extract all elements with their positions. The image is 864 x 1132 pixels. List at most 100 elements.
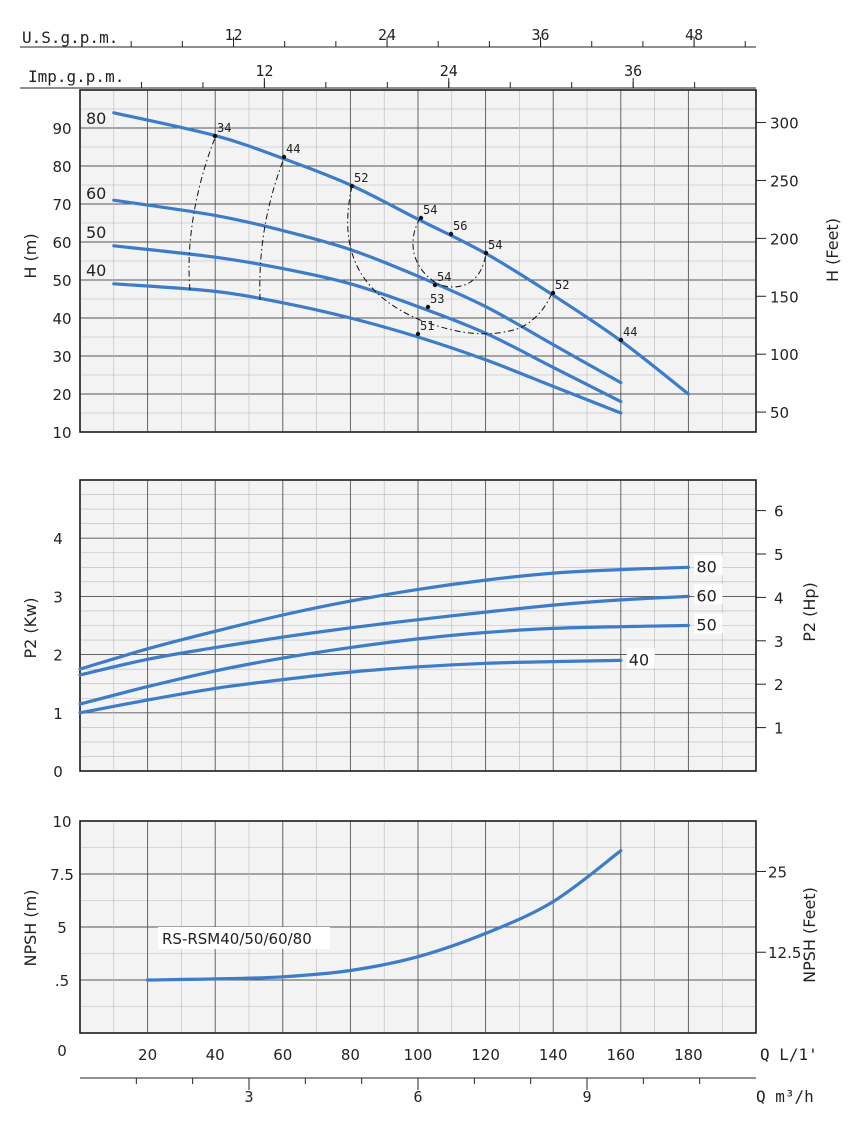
imp-gpm-tick-label: 12 bbox=[255, 62, 273, 80]
head-curve-40 bbox=[112, 282, 623, 415]
power-curve-label-bg bbox=[694, 555, 723, 576]
efficiency-label: 51 bbox=[420, 319, 434, 333]
power-right-tick-label: 6 bbox=[774, 503, 784, 521]
head-y-tick-label: 10 bbox=[52, 424, 71, 442]
power-curve-label-bg bbox=[694, 584, 723, 605]
efficiency-point bbox=[418, 215, 424, 221]
flow-m3h-tick-label: 3 bbox=[244, 1088, 253, 1106]
power-y-tick-label: 4 bbox=[53, 530, 63, 548]
npsh-series-label-bg bbox=[158, 927, 330, 949]
head-y-tick-label: 80 bbox=[52, 158, 71, 176]
power-right-tick-label: 4 bbox=[774, 589, 784, 607]
efficiency-label: 54 bbox=[488, 238, 502, 252]
efficiency-label: 54 bbox=[423, 203, 437, 217]
power-right-axis-label: P2 (Hp) bbox=[800, 582, 819, 642]
head-right-tick-label: 300 bbox=[770, 115, 799, 133]
head-curve-label-80: 80 bbox=[86, 109, 106, 128]
power-y-tick-label: 0 bbox=[53, 763, 63, 781]
bottom-flow-axes: 20 40 60 80 100 120 140 160 180 Q L/1' 3 6 9 Q m³/h bbox=[80, 1045, 818, 1106]
efficiency-line bbox=[347, 185, 553, 335]
npsh-curve bbox=[146, 849, 623, 982]
us-gpm-axis-label: U.S.g.p.m. bbox=[22, 28, 118, 47]
npsh-y-tick-label: 5 bbox=[57, 919, 67, 937]
efficiency-point bbox=[349, 183, 355, 189]
npsh-panel: 0 .5 5 7.5 10 NPSH (m) 12.5 25 NPSH (Feet) RS-RSM… bbox=[21, 813, 819, 1060]
imp-gpm-tick-label: 24 bbox=[440, 62, 458, 80]
head-y-tick-label: 90 bbox=[52, 120, 71, 138]
flow-lpm-axis-label: Q L/1' bbox=[760, 1045, 818, 1064]
npsh-y-tick-label: 0 bbox=[57, 1042, 67, 1060]
flow-m3h-tick-label: 6 bbox=[413, 1088, 422, 1106]
head-y-tick-label: 40 bbox=[52, 310, 71, 328]
us-gpm-tick-label: 48 bbox=[685, 26, 703, 44]
npsh-series-label: RS-RSM40/50/60/80 bbox=[162, 930, 312, 948]
top-flow-axes: U.S.g.p.m. 12 24 36 48 Imp.g.p.m. 12 24 36 bbox=[20, 26, 756, 89]
imp-gpm-axis-label: Imp.g.p.m. bbox=[28, 67, 124, 86]
head-panel: 10 20 30 40 50 60 70 80 90 H (m) 50 100 150 200 250 300… bbox=[21, 89, 842, 442]
efficiency-point bbox=[432, 282, 438, 288]
power-curve-label-40: 40 bbox=[629, 650, 649, 669]
efficiency-point bbox=[281, 154, 287, 160]
efficiency-label: 54 bbox=[437, 270, 451, 284]
head-right-tick-label: 150 bbox=[770, 288, 799, 306]
power-curve-label-bg bbox=[626, 648, 655, 669]
power-y-tick-label: 1 bbox=[53, 705, 63, 723]
efficiency-label: 34 bbox=[217, 121, 231, 135]
power-curve-label-60: 60 bbox=[696, 586, 716, 605]
flow-lpm-tick-label: 120 bbox=[471, 1046, 500, 1064]
head-y-tick-label: 30 bbox=[52, 348, 71, 366]
efficiency-point bbox=[483, 250, 489, 256]
power-curve-50 bbox=[78, 623, 690, 706]
head-curve-80 bbox=[112, 111, 690, 396]
efficiency-line bbox=[259, 157, 285, 301]
head-right-axis-label: H (Feet) bbox=[823, 218, 842, 282]
head-right-tick-label: 200 bbox=[770, 230, 799, 248]
power-y-axis-label: P2 (Kw) bbox=[21, 598, 40, 659]
flow-lpm-tick-label: 180 bbox=[674, 1046, 703, 1064]
npsh-right-tick-label: 12.5 bbox=[768, 944, 801, 962]
us-gpm-tick-label: 24 bbox=[378, 26, 396, 44]
head-y-tick-label: 50 bbox=[52, 272, 71, 290]
power-curve-label-50: 50 bbox=[696, 616, 716, 635]
power-curve-60 bbox=[78, 594, 690, 677]
imp-gpm-tick-label: 36 bbox=[624, 62, 642, 80]
head-right-tick-label: 50 bbox=[770, 404, 789, 422]
head-curve-60 bbox=[112, 198, 623, 385]
flow-lpm-tick-label: 40 bbox=[206, 1046, 225, 1064]
npsh-y-tick-label: .5 bbox=[55, 972, 69, 990]
plot-border bbox=[79, 479, 757, 772]
power-curve-80 bbox=[78, 565, 690, 671]
efficiency-point bbox=[448, 231, 454, 237]
efficiency-point bbox=[618, 337, 624, 343]
flow-lpm-tick-label: 60 bbox=[273, 1046, 292, 1064]
power-right-tick-label: 3 bbox=[774, 633, 784, 651]
head-right-tick-label: 250 bbox=[770, 172, 799, 190]
efficiency-point bbox=[550, 290, 556, 296]
efficiency-point bbox=[212, 133, 218, 139]
efficiency-label: 44 bbox=[286, 142, 300, 156]
npsh-right-tick-label: 25 bbox=[768, 863, 787, 881]
npsh-y-tick-label: 10 bbox=[52, 813, 71, 831]
flow-lpm-tick-label: 20 bbox=[138, 1046, 157, 1064]
power-y-tick-label: 2 bbox=[53, 647, 63, 665]
flow-lpm-tick-label: 80 bbox=[341, 1046, 360, 1064]
plot-border bbox=[79, 89, 757, 433]
flow-m3h-tick-label: 9 bbox=[582, 1088, 591, 1106]
flow-m3h-axis-label: Q m³/h bbox=[756, 1087, 814, 1106]
efficiency-point bbox=[425, 304, 431, 310]
power-curve-40 bbox=[78, 658, 623, 715]
npsh-right-axis-label: NPSH (Feet) bbox=[800, 887, 819, 983]
efficiency-label: 56 bbox=[453, 219, 467, 233]
efficiency-label: 52 bbox=[354, 171, 368, 185]
flow-lpm-tick-label: 160 bbox=[606, 1046, 635, 1064]
npsh-y-tick-label: 7.5 bbox=[50, 866, 74, 884]
efficiency-label: 44 bbox=[623, 325, 637, 339]
power-y-tick-label: 3 bbox=[53, 588, 63, 606]
efficiency-line bbox=[412, 217, 487, 288]
head-y-tick-label: 60 bbox=[52, 234, 71, 252]
head-y-tick-label: 20 bbox=[52, 386, 71, 404]
head-right-tick-label: 100 bbox=[770, 346, 799, 364]
power-right-tick-label: 5 bbox=[774, 546, 784, 564]
efficiency-point bbox=[415, 331, 421, 337]
